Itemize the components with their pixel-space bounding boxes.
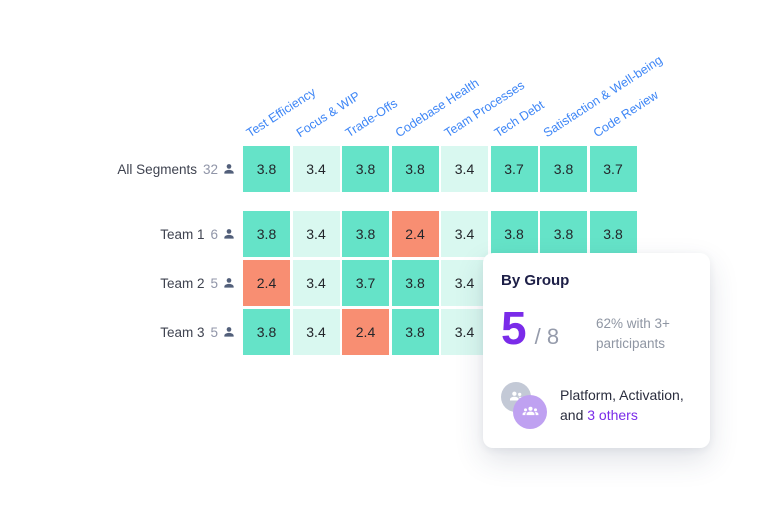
stat-pair: 5 / 8 <box>501 302 560 354</box>
stat-note: 62% with 3+ participants <box>596 316 670 352</box>
groups-text: Platform, Activation, and 3 others <box>560 385 690 426</box>
card-title: By Group <box>501 272 570 289</box>
heatmap-cell[interactable]: 3.8 <box>589 211 637 257</box>
stat-row: 5 / 8 62% with 3+ participants <box>501 302 692 355</box>
row-participant-count: 32 <box>202 161 218 177</box>
row-label-text: Team 2 <box>160 275 205 291</box>
heatmap-cell[interactable]: 2.4 <box>243 260 290 306</box>
person-icon <box>224 164 234 174</box>
row-participant-count: 5 <box>210 275 218 291</box>
heatmap-cell[interactable]: 2.4 <box>342 309 389 355</box>
person-icon <box>224 278 234 288</box>
groups-others-link[interactable]: 3 others <box>587 407 638 423</box>
heatmap-cell[interactable]: 3.8 <box>342 211 389 257</box>
heatmap-cell[interactable]: 3.4 <box>292 309 340 355</box>
heatmap-cell[interactable]: 3.8 <box>391 260 439 306</box>
by-group-card: By Group 5 / 8 62% with 3+ participants <box>483 253 710 448</box>
groups-icon-cluster <box>501 381 547 429</box>
heatmap-cell[interactable]: 3.8 <box>243 309 290 355</box>
row-label: Team 2 5 <box>0 260 236 306</box>
heatmap-cell[interactable]: 3.4 <box>292 260 340 306</box>
heatmap-cell[interactable]: 3.8 <box>540 211 587 257</box>
stat-value: 5 <box>501 302 527 354</box>
group-circle-front <box>513 394 547 429</box>
heatmap-cell[interactable]: 3.4 <box>441 146 488 192</box>
person-icon <box>224 327 234 337</box>
heatmap-cell[interactable]: 3.4 <box>441 211 488 257</box>
groups-row: Platform, Activation, and 3 others <box>501 381 692 429</box>
heatmap-cell[interactable]: 2.4 <box>391 211 439 257</box>
heatmap-cell[interactable]: 3.8 <box>391 309 439 355</box>
heatmap-cell[interactable]: 3.4 <box>292 211 340 257</box>
heatmap-cell[interactable]: 3.7 <box>589 146 637 192</box>
heatmap-cell[interactable]: 3.8 <box>490 211 538 257</box>
heatmap-cell[interactable]: 3.8 <box>243 146 290 192</box>
heatmap-cell[interactable]: 3.8 <box>342 146 389 192</box>
heatmap-cell[interactable]: 3.4 <box>441 260 488 306</box>
group-icon <box>522 406 538 416</box>
heatmap-cell[interactable]: 3.7 <box>342 260 389 306</box>
person-icon <box>224 229 234 239</box>
row-participant-count: 6 <box>210 226 218 242</box>
row-label-text: Team 3 <box>160 324 205 340</box>
stat-total: / 8 <box>534 324 560 349</box>
heatmap-cell[interactable]: 3.4 <box>292 146 340 192</box>
groups-text-prefix: Platform, Activation, and <box>560 386 684 423</box>
row-label-text: Team 1 <box>160 226 205 242</box>
heatmap-cell[interactable]: 3.8 <box>243 211 290 257</box>
heatmap-cell[interactable]: 3.4 <box>441 309 488 355</box>
row-label: All Segments 32 <box>0 146 236 192</box>
row-label: Team 1 6 <box>0 211 236 257</box>
row-label: Team 3 5 <box>0 309 236 355</box>
heatmap-cell[interactable]: 3.8 <box>540 146 587 192</box>
heatmap-cell[interactable]: 3.8 <box>391 146 439 192</box>
row-label-text: All Segments <box>117 161 197 177</box>
row-participant-count: 5 <box>210 324 218 340</box>
column-header[interactable]: Codebase Health <box>392 75 481 141</box>
heatmap-cell[interactable]: 3.7 <box>490 146 538 192</box>
